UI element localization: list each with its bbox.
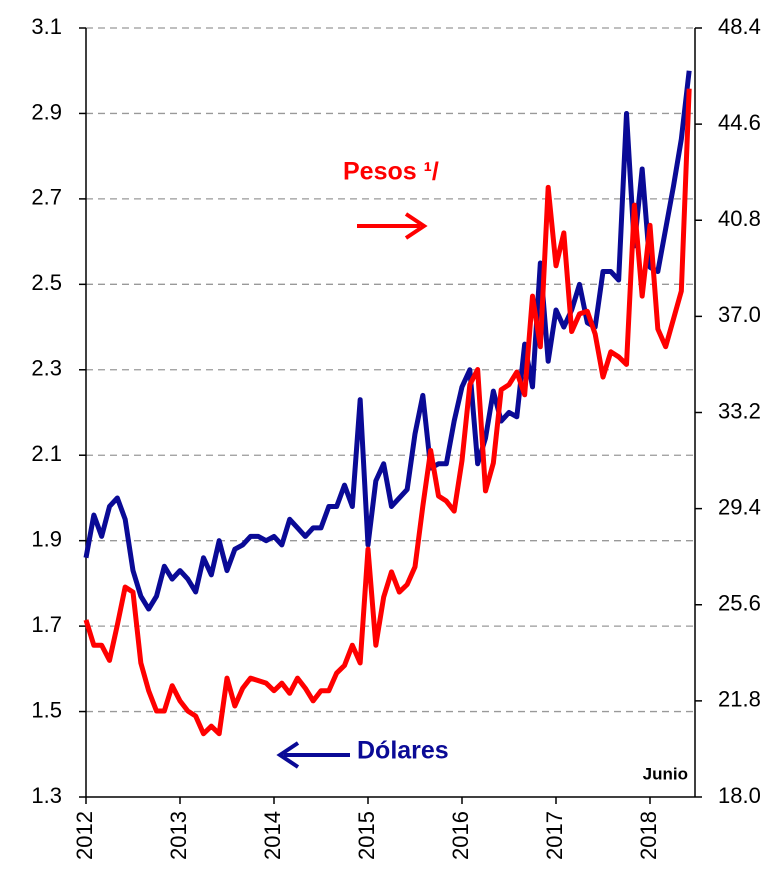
y-tick-label: 2.7 [31, 185, 62, 210]
y-tick-label: 2.5 [31, 270, 62, 295]
x-tick-label: 2017 [542, 811, 567, 860]
legend-arrowhead [404, 212, 428, 240]
y2-tick-label: 25.6 [718, 591, 761, 616]
x-tick-label: 2018 [636, 811, 661, 860]
x-tick-label: 2014 [260, 811, 285, 860]
y-tick-label: 1.3 [31, 783, 62, 808]
y-tick-label: 3.1 [31, 14, 62, 39]
y2-tick-label: 29.4 [718, 494, 761, 519]
y2-tick-label: 37.0 [718, 302, 761, 327]
y2-tick-label: 33.2 [718, 398, 761, 423]
y-tick-label: 1.7 [31, 612, 62, 637]
y-tick-label: 2.1 [31, 441, 62, 466]
x-tick-label: 2013 [166, 811, 191, 860]
y-tick-label: 1.5 [31, 697, 62, 722]
annotation: Junio [643, 764, 688, 783]
y-tick-label: 1.9 [31, 526, 62, 551]
legend-label: Dólares [357, 737, 449, 765]
y2-tick-label: 21.8 [718, 687, 761, 712]
y2-tick-label: 48.4 [718, 14, 761, 39]
y2-tick-label: 44.6 [718, 110, 761, 135]
y-tick-label: 2.9 [31, 99, 62, 124]
y-tick-label: 2.3 [31, 356, 62, 381]
y2-tick-label: 18.0 [718, 783, 761, 808]
x-tick-label: 2015 [354, 811, 379, 860]
series-line [83, 88, 692, 737]
series-line [83, 70, 692, 612]
x-tick-label: 2016 [448, 811, 473, 860]
y2-tick-label: 40.8 [718, 206, 761, 231]
legend-arrowhead [276, 741, 300, 769]
legend-label: Pesos ¹/ [343, 158, 439, 186]
x-tick-label: 2012 [72, 811, 97, 860]
